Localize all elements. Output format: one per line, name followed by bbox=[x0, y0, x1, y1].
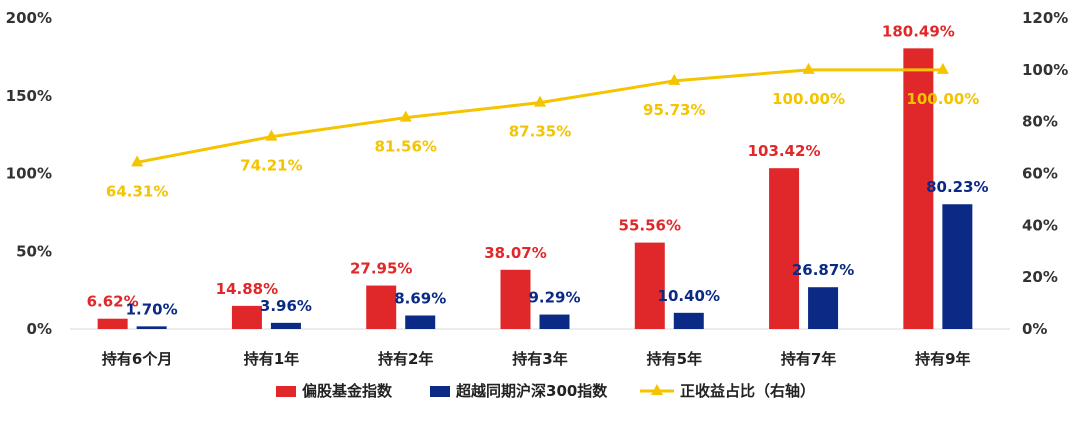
data-label-fund-index: 103.42% bbox=[748, 142, 821, 160]
data-label-excess-hs300: 10.40% bbox=[658, 287, 720, 305]
positive-return-marker bbox=[936, 62, 949, 74]
data-label-fund-index: 180.49% bbox=[882, 22, 955, 40]
legend-label-excess-hs300: 超越同期沪深300指数 bbox=[455, 382, 608, 400]
right-axis-tick-label: 100% bbox=[1022, 61, 1068, 79]
data-label-positive-return: 81.56% bbox=[374, 138, 436, 156]
data-label-positive-return: 87.35% bbox=[509, 123, 571, 141]
data-label-fund-index: 38.07% bbox=[484, 244, 546, 262]
bar-fund-index bbox=[366, 285, 397, 329]
left-axis-tick-label: 0% bbox=[27, 320, 52, 338]
data-label-positive-return: 95.73% bbox=[643, 101, 705, 119]
category-label: 持有2年 bbox=[378, 350, 433, 368]
legend-swatch-fund-index bbox=[276, 386, 296, 397]
data-label-excess-hs300: 1.70% bbox=[126, 300, 178, 318]
bar-fund-index bbox=[634, 242, 665, 329]
data-label-excess-hs300: 8.69% bbox=[394, 289, 446, 307]
legend-swatch-excess-hs300 bbox=[430, 386, 450, 397]
data-labels-group: 6.62%1.70% 14.88%3.96% 27.95% 8.69% 38.07% 9.… bbox=[87, 22, 989, 318]
left-axis-ticks: 0% 50% 100% 150% 200% bbox=[6, 9, 52, 338]
data-label-excess-hs300: 3.96% bbox=[260, 297, 312, 315]
positive-return-marker bbox=[265, 129, 278, 141]
category-labels-group: 持有6个月 持有1年 持有2年 持有3年 持有5年 持有7年 持有9年 bbox=[102, 350, 971, 368]
data-label-fund-index: 6.62% bbox=[87, 293, 139, 311]
positive-return-marker bbox=[399, 110, 412, 122]
left-axis-tick-label: 150% bbox=[6, 87, 52, 105]
legend-marker-positive-return bbox=[651, 384, 663, 395]
category-label: 持有7年 bbox=[781, 350, 836, 368]
right-axis-tick-label: 40% bbox=[1022, 216, 1058, 234]
right-axis-tick-label: 20% bbox=[1022, 268, 1058, 286]
bar-fund-index bbox=[97, 318, 128, 329]
data-label-fund-index: 27.95% bbox=[350, 260, 412, 278]
data-label-positive-return: 64.31% bbox=[106, 182, 168, 200]
bar-excess-hs300 bbox=[136, 326, 167, 329]
data-label-positive-return: 100.00% bbox=[906, 90, 979, 108]
right-axis-tick-label: 0% bbox=[1022, 320, 1047, 338]
bar-fund-index bbox=[231, 305, 262, 329]
bar-excess-hs300 bbox=[539, 314, 570, 329]
data-label-positive-return: 74.21% bbox=[240, 157, 302, 175]
right-axis-tick-label: 60% bbox=[1022, 165, 1058, 183]
left-axis-tick-label: 100% bbox=[6, 165, 52, 183]
data-label-fund-index: 55.56% bbox=[619, 217, 681, 235]
legend: 偏股基金指数 超越同期沪深300指数 正收益占比（右轴） bbox=[276, 382, 815, 400]
category-label: 持有5年 bbox=[647, 350, 702, 368]
right-axis-ticks: 0% 20% 40% 60% 80% 100% 120% bbox=[1022, 9, 1068, 338]
data-label-excess-hs300: 26.87% bbox=[792, 261, 854, 279]
positive-return-line bbox=[136, 68, 943, 164]
category-label: 持有9年 bbox=[915, 350, 970, 368]
data-label-excess-hs300: 80.23% bbox=[926, 178, 988, 196]
legend-label-positive-return: 正收益占比（右轴） bbox=[680, 382, 815, 400]
positive-return-marker bbox=[802, 62, 815, 74]
positive-return-marker bbox=[131, 155, 144, 167]
right-axis-tick-label: 80% bbox=[1022, 113, 1058, 131]
left-axis-tick-label: 50% bbox=[16, 242, 52, 260]
bar-excess-hs300 bbox=[673, 312, 704, 329]
line-series-group bbox=[131, 62, 949, 167]
bar-excess-hs300 bbox=[942, 204, 973, 329]
bar-excess-hs300 bbox=[808, 287, 839, 329]
bar-excess-hs300 bbox=[405, 315, 436, 329]
category-label: 持有6个月 bbox=[102, 350, 172, 368]
left-axis-tick-label: 200% bbox=[6, 9, 52, 27]
category-label: 持有3年 bbox=[512, 350, 567, 368]
bar-fund-index bbox=[769, 168, 800, 329]
data-label-positive-return: 100.00% bbox=[772, 90, 845, 108]
bar-excess-hs300 bbox=[270, 322, 301, 329]
data-label-fund-index: 14.88% bbox=[216, 280, 278, 298]
legend-label-fund-index: 偏股基金指数 bbox=[302, 382, 393, 400]
bar-fund-index bbox=[903, 48, 934, 330]
data-label-excess-hs300: 9.29% bbox=[528, 289, 580, 307]
category-label: 持有1年 bbox=[244, 350, 299, 368]
positive-return-marker bbox=[668, 73, 681, 85]
bar-fund-index bbox=[500, 269, 531, 329]
positive-return-marker bbox=[534, 95, 546, 107]
right-axis-tick-label: 120% bbox=[1022, 9, 1068, 27]
bars-group bbox=[97, 48, 973, 330]
